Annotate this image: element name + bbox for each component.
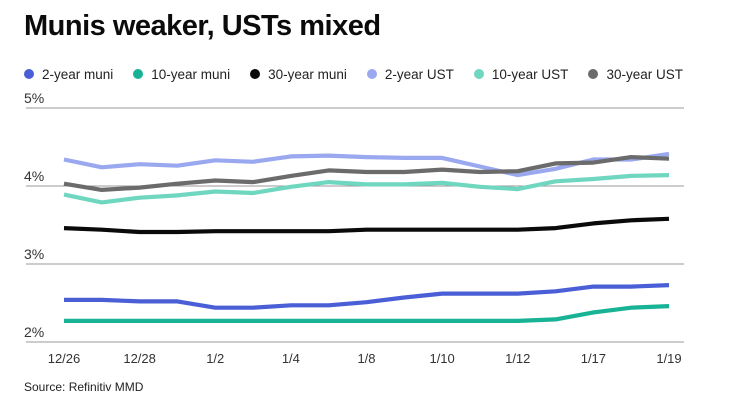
legend-item-2-year-muni: 2-year muni <box>24 67 113 82</box>
x-tick-label-1-17: 1/17 <box>581 351 606 366</box>
legend-label-2-year-ust: 2-year UST <box>384 66 454 82</box>
x-tick-label-1-4: 1/4 <box>282 351 300 366</box>
legend-dot-30-year-muni <box>250 69 261 79</box>
legend-label-10-year-muni: 10-year muni <box>151 66 231 82</box>
y-tick-label-5: 5% <box>24 90 44 106</box>
legend-item-10-year-muni: 10-year muni <box>133 67 230 82</box>
x-tick-label-1-12: 1/12 <box>505 351 530 366</box>
x-tick-label-1-2: 1/2 <box>206 351 224 366</box>
x-tick-label-12-26: 12/26 <box>48 351 81 366</box>
legend-item-30-year-ust: 30-year UST <box>588 67 683 82</box>
legend-label-30-year-ust: 30-year UST <box>606 66 683 82</box>
x-tick-label-1-10: 1/10 <box>429 351 454 366</box>
series-line-30-year-ust <box>63 155 670 192</box>
series-line-10-year-ust <box>63 173 670 205</box>
chart-title: Munis weaker, USTs mixed <box>24 10 381 42</box>
legend-item-10-year-ust: 10-year UST <box>473 66 569 82</box>
legend-item-2-year-ust: 2-year UST <box>366 66 454 82</box>
series-line-2-year-muni <box>64 283 670 310</box>
series-line-30-year-muni <box>63 216 670 235</box>
y-tick-label-4: 4% <box>24 168 44 184</box>
legend-dot-10-year-muni <box>133 69 144 79</box>
chart-source: Source: Refinitiv MMD <box>24 380 144 394</box>
legend-dot-2-year-ust <box>366 69 377 79</box>
series-line-10-year-muni <box>64 304 670 323</box>
legend-item-30-year-muni: 30-year muni <box>250 67 347 82</box>
legend-dot-2-year-muni <box>24 69 34 79</box>
legend-dot-10-year-ust <box>473 69 484 79</box>
legend-label-30-year-muni: 30-year muni <box>268 66 347 82</box>
legend-label-2-year-muni: 2-year muni <box>42 66 114 82</box>
x-tick-label-12-28: 12/28 <box>123 351 156 366</box>
legend-dot-30-year-ust <box>588 69 599 79</box>
y-tick-label-2: 2% <box>24 324 44 340</box>
legend-label-10-year-ust: 10-year UST <box>491 66 569 82</box>
series-line-2-year-ust <box>63 151 670 178</box>
x-tick-label-1-19: 1/19 <box>656 351 681 366</box>
x-tick-label-1-8: 1/8 <box>357 351 375 366</box>
chart-legend: 2-year muni 10-year muni 30-year muni 2-… <box>24 66 703 82</box>
y-tick-label-3: 3% <box>24 246 44 262</box>
